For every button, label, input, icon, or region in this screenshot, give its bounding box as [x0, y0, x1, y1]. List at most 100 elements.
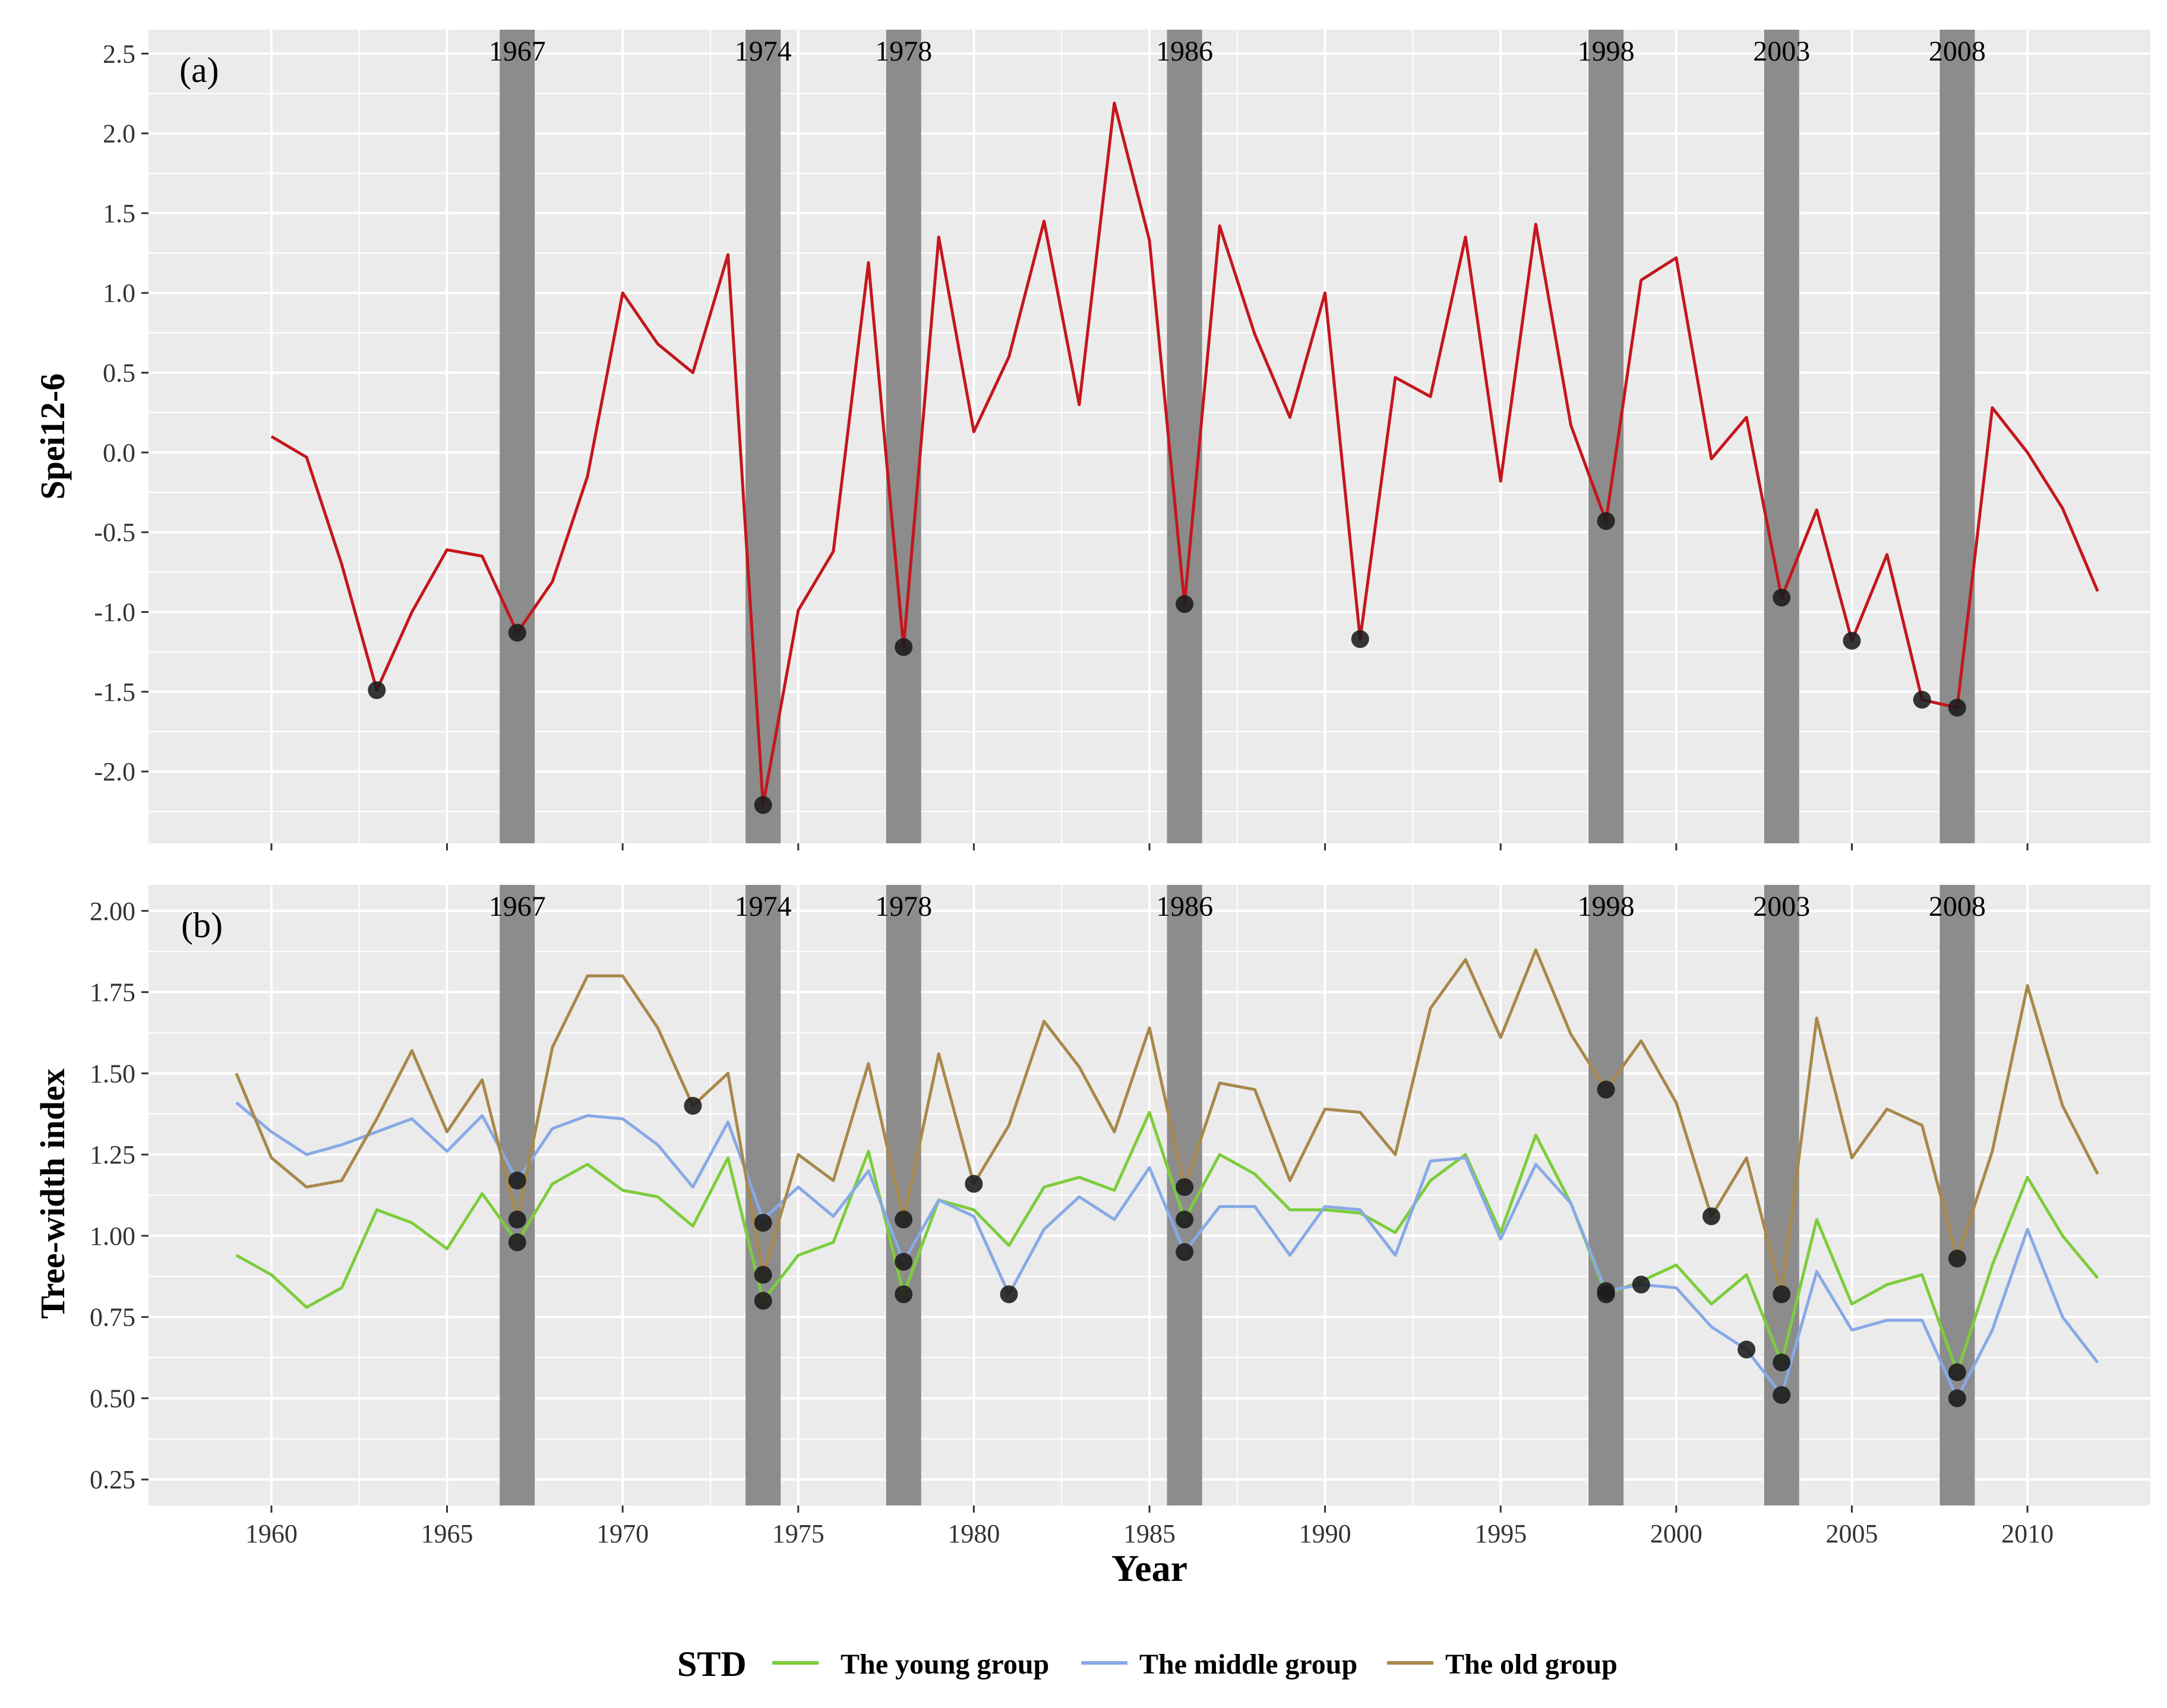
- drought-point: [754, 1214, 772, 1232]
- drought-band-label: 1974: [735, 36, 792, 67]
- drought-point: [895, 638, 912, 656]
- drought-band: [886, 30, 921, 843]
- drought-point: [508, 1172, 526, 1190]
- x-axis-title: Year: [1111, 1547, 1187, 1589]
- x-tick-label: 1995: [1474, 1519, 1527, 1548]
- drought-band-label: 1998: [1578, 36, 1635, 67]
- x-tick-label: 1970: [596, 1519, 649, 1548]
- panel-b-label: (b): [181, 906, 223, 945]
- drought-point: [1773, 1386, 1790, 1404]
- x-tick-label: 1990: [1299, 1519, 1351, 1548]
- drought-band-label: 2008: [1929, 36, 1986, 67]
- panel-a-label: (a): [179, 50, 219, 90]
- drought-band: [1939, 30, 1975, 843]
- legend-title: STD: [677, 1644, 747, 1684]
- drought-band: [886, 885, 921, 1505]
- drought-point: [1948, 699, 1966, 717]
- panel-b-y-axis: 0.25 0.50 0.75 1.00 1.25 1.50 1.75 2.00: [90, 897, 149, 1494]
- y-tick-label: 0.5: [103, 359, 135, 388]
- drought-point: [1773, 1353, 1790, 1371]
- y-tick-label: -1.0: [94, 597, 135, 627]
- drought-point: [1773, 1285, 1790, 1303]
- drought-point: [684, 1097, 702, 1115]
- drought-point: [1773, 589, 1790, 606]
- x-tick-label: 2010: [2001, 1519, 2054, 1548]
- drought-point: [1000, 1285, 1018, 1303]
- drought-point: [1843, 632, 1860, 650]
- drought-point: [895, 1211, 912, 1229]
- drought-point: [1632, 1276, 1650, 1293]
- drought-point: [1948, 1389, 1966, 1407]
- drought-band: [500, 30, 535, 843]
- y-tick-label: 0.50: [90, 1384, 135, 1413]
- x-tick-label: 1960: [245, 1519, 298, 1548]
- drought-point: [1351, 630, 1369, 648]
- y-tick-label: 1.75: [90, 978, 135, 1007]
- drought-point: [754, 1292, 772, 1310]
- x-tick-label: 1980: [947, 1519, 1000, 1548]
- y-tick-label: 1.00: [90, 1222, 135, 1251]
- drought-point: [368, 681, 386, 699]
- y-tick-label: 2.0: [103, 119, 135, 148]
- panel-a-y-axis-title: Spei12-6: [33, 374, 72, 500]
- panel-b-x-axis: 1960 1965 1970 1975 1980 1985 1990 1995 2000 2005…: [245, 1505, 2054, 1548]
- drought-band-label: 1998: [1578, 891, 1635, 922]
- y-tick-label: 0.0: [103, 438, 135, 467]
- drought-band-label: 1986: [1156, 891, 1213, 922]
- drought-point: [1948, 1364, 1966, 1381]
- x-tick-label: 1985: [1123, 1519, 1176, 1548]
- drought-band: [746, 885, 781, 1505]
- drought-point: [1597, 512, 1615, 530]
- y-tick-label: 1.25: [90, 1140, 135, 1169]
- y-tick-label: 1.0: [103, 279, 135, 308]
- x-tick-label: 1965: [421, 1519, 473, 1548]
- x-tick-label: 2000: [1650, 1519, 1702, 1548]
- x-tick-label: 1975: [772, 1519, 825, 1548]
- y-tick-label: -2.0: [94, 757, 135, 786]
- drought-point: [1702, 1207, 1720, 1225]
- drought-point: [1176, 595, 1193, 613]
- drought-point: [965, 1175, 983, 1193]
- y-tick-label: 2.5: [103, 39, 135, 68]
- drought-point: [895, 1253, 912, 1271]
- legend-label-middle: The middle group: [1139, 1649, 1357, 1680]
- y-tick-label: 0.75: [90, 1303, 135, 1332]
- drought-band-label: 1978: [875, 891, 932, 922]
- legend-item-middle: The middle group: [1081, 1649, 1357, 1680]
- y-tick-label: -1.5: [94, 678, 135, 707]
- drought-band: [500, 885, 535, 1505]
- drought-band: [1939, 885, 1975, 1505]
- drought-point: [508, 1211, 526, 1229]
- drought-band-label: 1967: [489, 891, 546, 922]
- drought-point: [1176, 1178, 1193, 1196]
- drought-point: [895, 1285, 912, 1303]
- drought-band-label: 2003: [1753, 36, 1810, 67]
- legend-item-old: The old group: [1387, 1649, 1618, 1680]
- drought-band-label: 1967: [489, 36, 546, 67]
- x-tick-label: 2005: [1825, 1519, 1878, 1548]
- legend: STD The young group The middle group The…: [677, 1644, 1618, 1684]
- drought-band-label: 1986: [1156, 36, 1213, 67]
- drought-band-label: 2003: [1753, 891, 1810, 922]
- y-tick-label: 0.25: [90, 1465, 135, 1494]
- y-tick-label: 2.00: [90, 897, 135, 926]
- panel-b-y-axis-title: Tree-width index: [33, 1068, 72, 1319]
- drought-band-label: 1974: [735, 891, 792, 922]
- drought-point: [754, 1266, 772, 1284]
- drought-band: [746, 30, 781, 843]
- y-tick-label: 1.50: [90, 1059, 135, 1088]
- drought-band: [1167, 30, 1202, 843]
- legend-label-young: The young group: [841, 1649, 1049, 1680]
- drought-band: [1588, 885, 1623, 1505]
- drought-point: [754, 796, 772, 814]
- panel-a-spei: 1967 1974 1978 1986 1998 2003 2008 -2.0 -1.5 -1.…: [33, 30, 2150, 850]
- legend-label-old: The old group: [1445, 1649, 1618, 1680]
- figure: 1967 1974 1978 1986 1998 2003 2008 -2.0 -1.5 -1.…: [0, 0, 2167, 1708]
- drought-point: [1948, 1250, 1966, 1267]
- drought-band-label: 1978: [875, 36, 932, 67]
- drought-point: [508, 624, 526, 641]
- legend-item-young: The young group: [772, 1649, 1049, 1680]
- drought-point: [508, 1233, 526, 1251]
- drought-point: [1176, 1243, 1193, 1261]
- drought-point: [1738, 1340, 1755, 1358]
